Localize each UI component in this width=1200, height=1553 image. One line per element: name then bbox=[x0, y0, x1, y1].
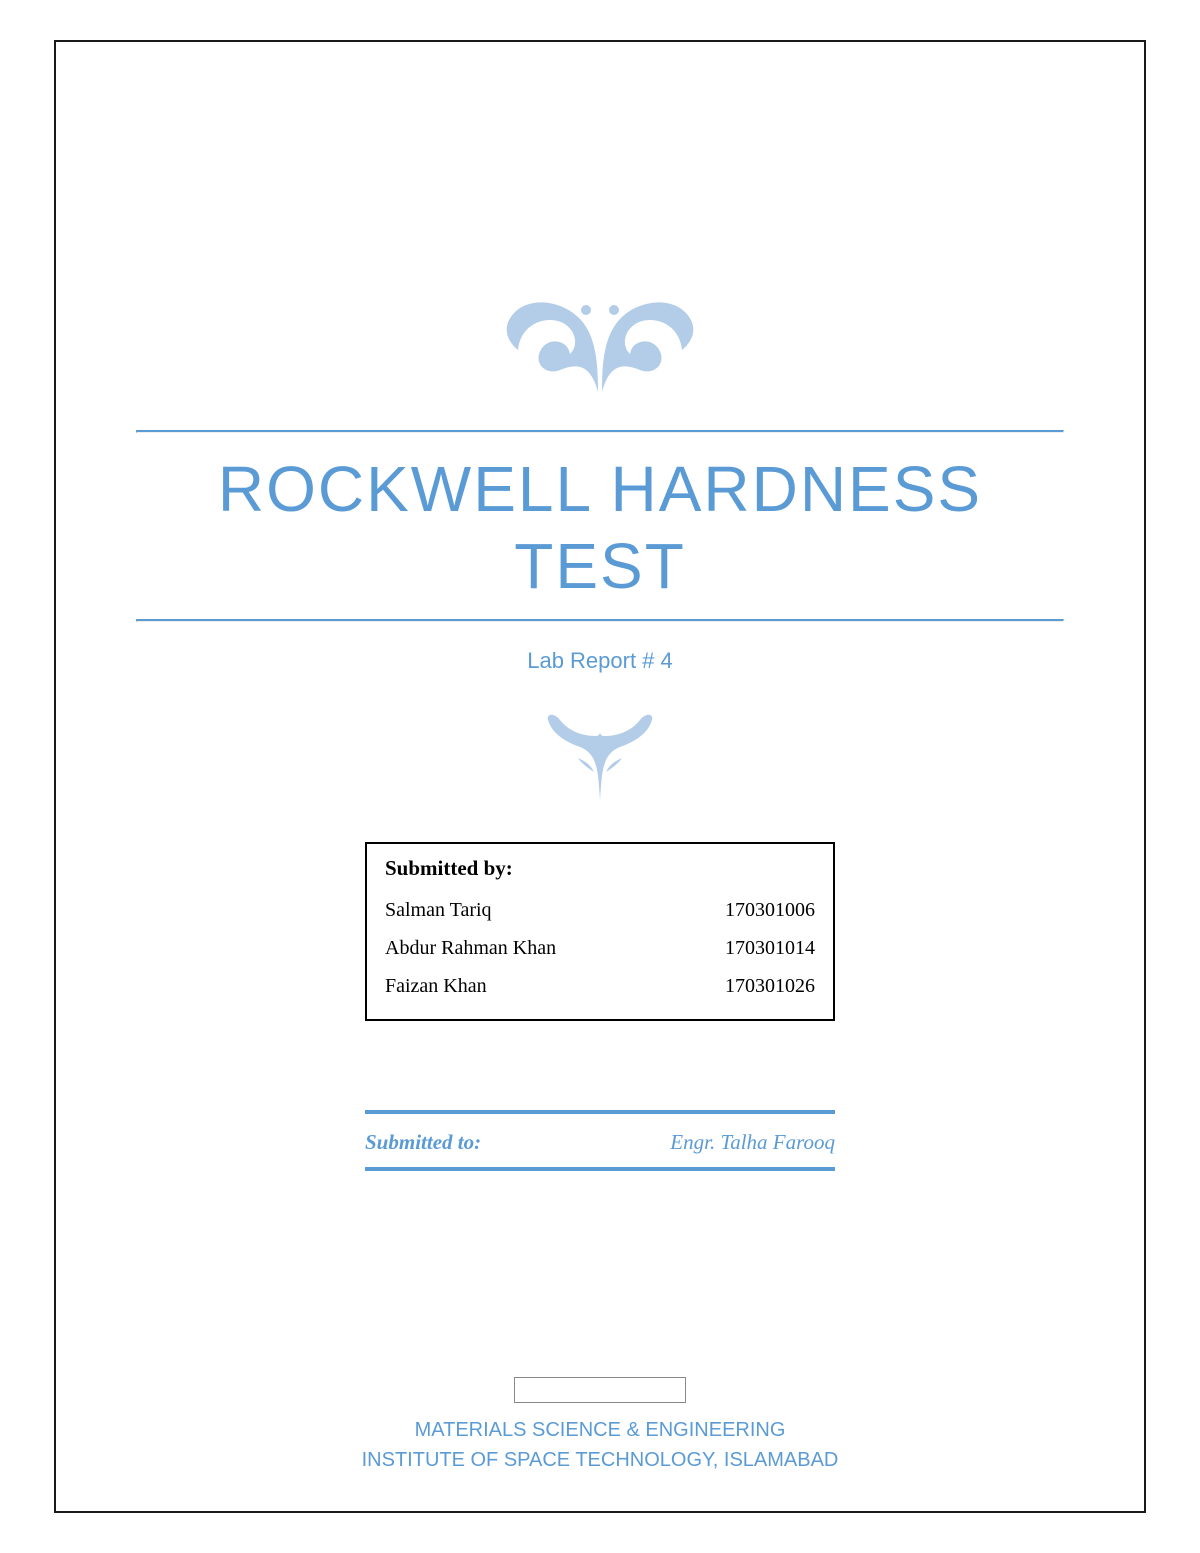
student-name: Faizan Khan bbox=[385, 967, 487, 1005]
student-id: 170301006 bbox=[725, 891, 815, 929]
ornament-top-icon bbox=[490, 292, 710, 402]
submitted-to-value: Engr. Talha Farooq bbox=[670, 1130, 835, 1155]
document-title: ROCKWELL HARDNESS TEST bbox=[136, 451, 1064, 605]
submitted-to-label: Submitted to: bbox=[365, 1130, 481, 1155]
submitted-to-line: Submitted to: Engr. Talha Farooq bbox=[365, 1114, 835, 1167]
title-block: ROCKWELL HARDNESS TEST bbox=[136, 430, 1064, 622]
submitted-by-row: Faizan Khan 170301026 bbox=[385, 967, 815, 1005]
student-id: 170301026 bbox=[725, 967, 815, 1005]
submitted-by-row: Abdur Rahman Khan 170301014 bbox=[385, 929, 815, 967]
footer: MATERIALS SCIENCE & ENGINEERING INSTITUT… bbox=[56, 1415, 1144, 1475]
submitted-to-rule-bottom bbox=[365, 1167, 835, 1171]
title-rule-top bbox=[136, 430, 1064, 433]
footer-institute: INSTITUTE OF SPACE TECHNOLOGY, ISLAMABAD bbox=[56, 1445, 1144, 1475]
student-name: Abdur Rahman Khan bbox=[385, 929, 556, 967]
submitted-by-box: Submitted by: Salman Tariq 170301006 Abd… bbox=[365, 842, 835, 1021]
title-rule-bottom bbox=[136, 619, 1064, 622]
page: ROCKWELL HARDNESS TEST Lab Report # 4 Su… bbox=[0, 0, 1200, 1553]
student-id: 170301014 bbox=[725, 929, 815, 967]
page-border: ROCKWELL HARDNESS TEST Lab Report # 4 Su… bbox=[54, 40, 1146, 1513]
submitted-by-row: Salman Tariq 170301006 bbox=[385, 891, 815, 929]
submitted-to-block: Submitted to: Engr. Talha Farooq bbox=[365, 1110, 835, 1171]
document-subtitle: Lab Report # 4 bbox=[56, 648, 1144, 674]
ornament-middle-icon bbox=[540, 712, 660, 802]
placeholder-box bbox=[514, 1377, 686, 1403]
footer-department: MATERIALS SCIENCE & ENGINEERING bbox=[56, 1415, 1144, 1445]
submitted-by-heading: Submitted by: bbox=[385, 856, 815, 881]
student-name: Salman Tariq bbox=[385, 891, 492, 929]
